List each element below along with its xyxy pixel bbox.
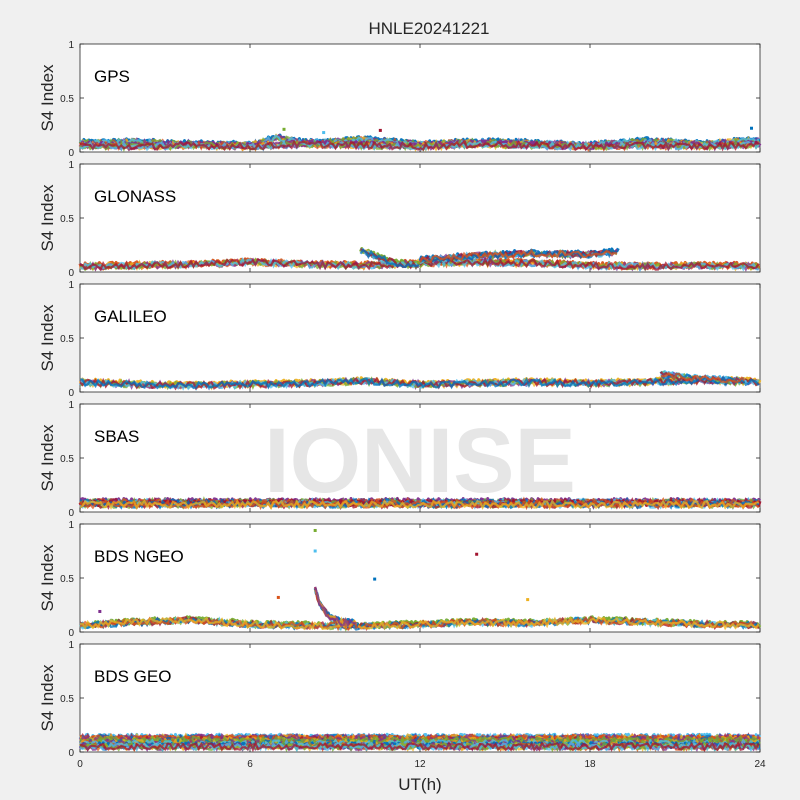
y-tick-label: 0.5 xyxy=(60,94,74,105)
x-tick-label: 18 xyxy=(584,759,596,770)
series-trace xyxy=(79,740,760,753)
data-point xyxy=(313,549,317,553)
y-axis-label: S4 Index xyxy=(38,424,57,492)
data-point xyxy=(378,128,382,132)
series-trace xyxy=(359,248,420,268)
axes-box xyxy=(79,403,761,513)
axes-box xyxy=(79,163,761,273)
figure-title: HNLE20241221 xyxy=(369,19,490,38)
y-tick-label: 0 xyxy=(68,388,74,399)
y-tick-label: 1 xyxy=(68,520,74,531)
panel-label: BDS GEO xyxy=(94,667,171,686)
y-tick-label: 0 xyxy=(68,508,74,519)
data-point xyxy=(475,552,479,556)
data-point xyxy=(322,131,326,135)
x-tick-label: 24 xyxy=(754,759,766,770)
panel-label: GALILEO xyxy=(94,307,167,326)
data-point xyxy=(750,126,753,130)
data-points xyxy=(79,528,762,632)
series-trace xyxy=(660,371,746,384)
data-points xyxy=(78,247,761,273)
x-tick-label: 6 xyxy=(247,759,253,770)
panel-label: BDS NGEO xyxy=(94,547,184,566)
data-point xyxy=(276,595,280,599)
y-tick-label: 0 xyxy=(68,268,74,279)
panel-glonass: 0 0.5 1 S4 Index GLONASS xyxy=(38,160,761,279)
y-tick-label: 1 xyxy=(68,40,74,51)
y-tick-label: 0 xyxy=(68,748,74,759)
panel-sbas: 0 0.5 1 S4 Index SBAS xyxy=(38,400,762,519)
x-axis-label: UT(h) xyxy=(398,775,441,794)
series-trace xyxy=(79,740,760,753)
x-tick-label: 0 xyxy=(77,759,83,770)
y-tick-label: 0.5 xyxy=(60,454,74,465)
y-tick-label: 0.5 xyxy=(60,574,74,585)
series-trace xyxy=(79,498,760,511)
data-point xyxy=(282,127,286,131)
panel-gps: 0 0.5 1 S4 Index GPS xyxy=(38,40,762,159)
y-tick-label: 1 xyxy=(68,400,74,411)
series-trace xyxy=(79,616,760,631)
y-tick-label: 0 xyxy=(68,148,74,159)
y-axis-label: S4 Index xyxy=(38,544,57,612)
y-tick-label: 1 xyxy=(68,640,74,651)
data-points xyxy=(78,496,762,511)
data-points xyxy=(78,370,762,392)
series-trace xyxy=(79,139,760,152)
panel-galileo: 0 0.5 1 S4 Index GALILEO xyxy=(38,280,762,399)
data-points xyxy=(78,732,762,753)
y-tick-label: 0.5 xyxy=(60,334,74,345)
panel-label: GPS xyxy=(94,67,130,86)
panel-bds-ngeo: 0 0.5 1 S4 Index BDS NGEO xyxy=(38,520,762,639)
series-trace xyxy=(314,586,357,628)
panel-label: SBAS xyxy=(94,427,139,446)
axes-box xyxy=(79,43,761,153)
y-tick-label: 0.5 xyxy=(60,694,74,705)
watermark: IONISE xyxy=(264,410,576,512)
series-trace xyxy=(419,248,618,264)
series-trace xyxy=(79,375,760,390)
y-tick-label: 0.5 xyxy=(60,214,74,225)
data-points xyxy=(78,126,762,153)
y-axis-label: S4 Index xyxy=(38,304,57,372)
y-tick-label: 1 xyxy=(68,280,74,291)
axes-box xyxy=(79,283,761,393)
panels-group: 0 0.5 1 S4 Index GPS 0 0.5 1 S4 Index GLONASS 0 0.5… xyxy=(38,40,766,770)
y-axis-label: S4 Index xyxy=(38,664,57,732)
data-point xyxy=(98,609,102,613)
data-point xyxy=(313,528,317,532)
series-trace xyxy=(79,375,760,391)
series-trace xyxy=(79,139,760,152)
panel-bds-geo: 0 0.5 1 S4 Index BDS GEO xyxy=(38,640,762,759)
y-axis-label: S4 Index xyxy=(38,184,57,252)
axes-box xyxy=(79,523,761,633)
data-point xyxy=(526,598,530,602)
y-axis-label: S4 Index xyxy=(38,64,57,132)
panel-label: GLONASS xyxy=(94,187,176,206)
data-point xyxy=(373,577,377,581)
y-tick-label: 0 xyxy=(68,628,74,639)
x-tick-label: 12 xyxy=(414,759,426,770)
y-tick-label: 1 xyxy=(68,160,74,171)
